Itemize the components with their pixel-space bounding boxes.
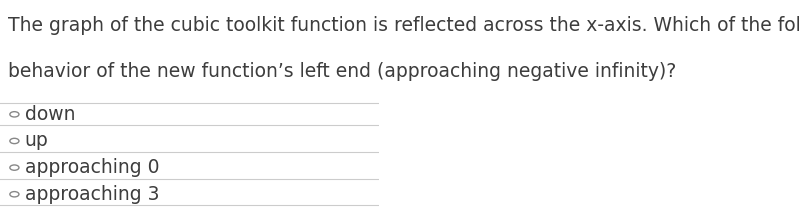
Text: up: up bbox=[25, 131, 48, 151]
Text: approaching 3: approaching 3 bbox=[25, 185, 159, 204]
Text: The graph of the cubic toolkit function is reflected across the x-axis. Which of: The graph of the cubic toolkit function … bbox=[8, 16, 800, 35]
Text: down: down bbox=[25, 105, 75, 124]
Text: behavior of the new function’s left end (approaching negative infinity)?: behavior of the new function’s left end … bbox=[8, 62, 677, 81]
Text: approaching 0: approaching 0 bbox=[25, 158, 159, 177]
